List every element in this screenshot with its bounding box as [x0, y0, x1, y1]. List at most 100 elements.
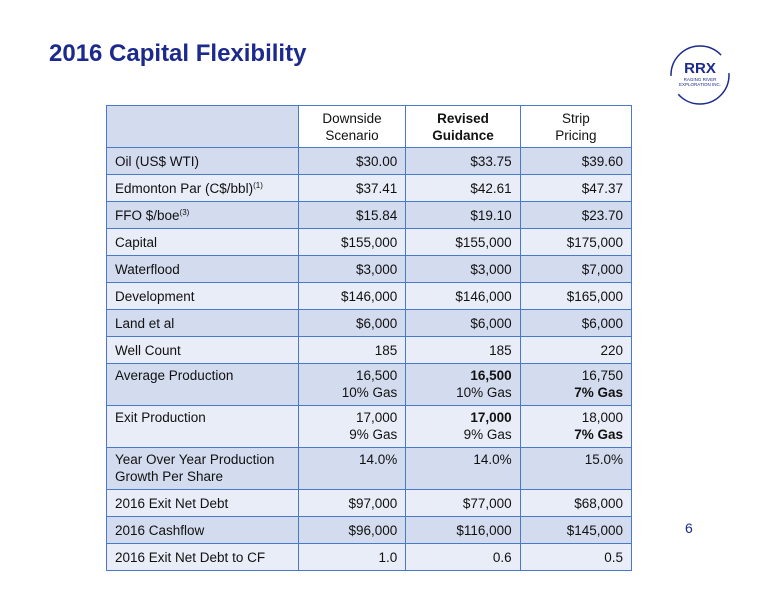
table-row-cashflow: 2016 Cashflow $96,000 $116,000 $145,000 [106, 516, 633, 544]
downside-value: $146,000 [297, 282, 407, 310]
revised-value: 16,500 10% Gas [405, 363, 521, 406]
footnote-ref: (3) [179, 207, 190, 217]
row-label-text: Edmonton Par (C$/bbl) [115, 180, 254, 196]
strip-value: $39.60 [519, 147, 633, 175]
header-downside-line1: Downside [322, 111, 382, 126]
strip-value: $175,000 [519, 228, 633, 256]
value-line: 16,750 [581, 368, 623, 383]
capital-flexibility-table: Downside Scenario Revised Guidance Strip… [106, 105, 633, 571]
table-row-exit-net-debt: 2016 Exit Net Debt $97,000 $77,000 $68,0… [106, 489, 633, 517]
table-row-yoy-growth: Year Over Year Production Growth Per Sha… [106, 447, 633, 490]
revised-value: $116,000 [405, 516, 521, 544]
strip-value: $165,000 [519, 282, 633, 310]
row-label: FFO $/boe(3) [106, 201, 299, 229]
downside-value: 1.0 [297, 543, 407, 571]
footnote-ref: (1) [253, 180, 263, 190]
strip-value: 18,000 7% Gas [519, 405, 633, 448]
table-row-wells: Well Count 185 185 220 [106, 336, 633, 364]
downside-value: $6,000 [297, 309, 407, 337]
row-label-line1: Year Over Year Production [115, 452, 275, 467]
row-label: Waterflood [106, 255, 299, 283]
downside-value: 17,000 9% Gas [297, 405, 407, 448]
table-row-waterflood: Waterflood $3,000 $3,000 $7,000 [106, 255, 633, 283]
downside-value: $37.41 [297, 174, 407, 202]
revised-value: $6,000 [405, 309, 521, 337]
strip-value: $23.70 [519, 201, 633, 229]
downside-value: 185 [297, 336, 407, 364]
row-label: Land et al [106, 309, 299, 337]
table-row-oil: Oil (US$ WTI) $30.00 $33.75 $39.60 [106, 147, 633, 175]
header-blank-cell [106, 105, 299, 148]
revised-value: 185 [405, 336, 521, 364]
page-number: 6 [685, 520, 693, 536]
revised-value: $3,000 [405, 255, 521, 283]
logo-text: RRX [684, 60, 716, 77]
table-row-development: Development $146,000 $146,000 $165,000 [106, 282, 633, 310]
gas-share: 7% Gas [574, 427, 623, 442]
row-label: Exit Production [106, 405, 299, 448]
row-label: 2016 Cashflow [106, 516, 299, 544]
strip-value: $6,000 [519, 309, 633, 337]
value-line: 16,500 [470, 368, 512, 383]
value-line: 18,000 [581, 410, 623, 425]
table-row-land: Land et al $6,000 $6,000 $6,000 [106, 309, 633, 337]
gas-share: 9% Gas [349, 427, 398, 442]
strip-value: $47.37 [519, 174, 633, 202]
header-strip-line2: Pricing [555, 128, 597, 143]
header-downside: Downside Scenario [297, 105, 407, 148]
revised-value: $155,000 [405, 228, 521, 256]
logo-subtext-2: EXPLORATION INC. [679, 82, 721, 87]
strip-value: 15.0% [519, 447, 633, 490]
revised-value: 17,000 9% Gas [405, 405, 521, 448]
strip-value: $68,000 [519, 489, 633, 517]
strip-value: 0.5 [519, 543, 633, 571]
page-title: 2016 Capital Flexibility [49, 40, 307, 67]
row-label: 2016 Exit Net Debt [106, 489, 299, 517]
row-label: Well Count [106, 336, 299, 364]
row-label: Development [106, 282, 299, 310]
row-label-text: FFO $/boe [115, 207, 180, 223]
downside-value: $155,000 [297, 228, 407, 256]
revised-value: $33.75 [405, 147, 521, 175]
row-label: Edmonton Par (C$/bbl)(1) [106, 174, 299, 202]
header-revised: Revised Guidance [405, 105, 521, 148]
header-revised-line2: Guidance [432, 128, 494, 143]
value-line: 16,500 [356, 368, 398, 383]
downside-value: 16,500 10% Gas [297, 363, 407, 406]
downside-value: $3,000 [297, 255, 407, 283]
downside-value: $96,000 [297, 516, 407, 544]
logo-subtext-1: RAGING RIVER [684, 77, 718, 82]
gas-share: 7% Gas [574, 385, 623, 400]
downside-value: $30.00 [297, 147, 407, 175]
header-revised-line1: Revised [437, 111, 489, 126]
gas-share: 10% Gas [456, 385, 512, 400]
table-row-net-debt-to-cf: 2016 Exit Net Debt to CF 1.0 0.6 0.5 [106, 543, 633, 571]
value-line: 17,000 [470, 410, 512, 425]
revised-value: $42.61 [405, 174, 521, 202]
revised-value: $19.10 [405, 201, 521, 229]
row-label: Year Over Year Production Growth Per Sha… [106, 447, 299, 490]
header-downside-line2: Scenario [325, 128, 379, 143]
strip-value: $145,000 [519, 516, 633, 544]
row-label: Average Production [106, 363, 299, 406]
gas-share: 10% Gas [341, 385, 398, 400]
row-label: Capital [106, 228, 299, 256]
revised-value: $146,000 [405, 282, 521, 310]
row-label: 2016 Exit Net Debt to CF [106, 543, 299, 571]
downside-value: $15.84 [297, 201, 407, 229]
header-strip: Strip Pricing [519, 105, 633, 148]
downside-value: $97,000 [297, 489, 407, 517]
table-row-exit-production: Exit Production 17,000 9% Gas 17,000 9% … [106, 405, 633, 448]
downside-value: 14.0% [297, 447, 407, 490]
row-label-line2: Growth Per Share [115, 469, 224, 484]
table-row-capital: Capital $155,000 $155,000 $175,000 [106, 228, 633, 256]
revised-value: 0.6 [405, 543, 521, 571]
table-row-average-production: Average Production 16,500 10% Gas 16,500… [106, 363, 633, 406]
gas-share: 9% Gas [463, 427, 512, 442]
strip-value: $7,000 [519, 255, 633, 283]
table-row-edmonton: Edmonton Par (C$/bbl)(1) $37.41 $42.61 $… [106, 174, 633, 202]
revised-value: 14.0% [405, 447, 521, 490]
strip-value: 220 [519, 336, 633, 364]
revised-value: $77,000 [405, 489, 521, 517]
strip-value: 16,750 7% Gas [519, 363, 633, 406]
